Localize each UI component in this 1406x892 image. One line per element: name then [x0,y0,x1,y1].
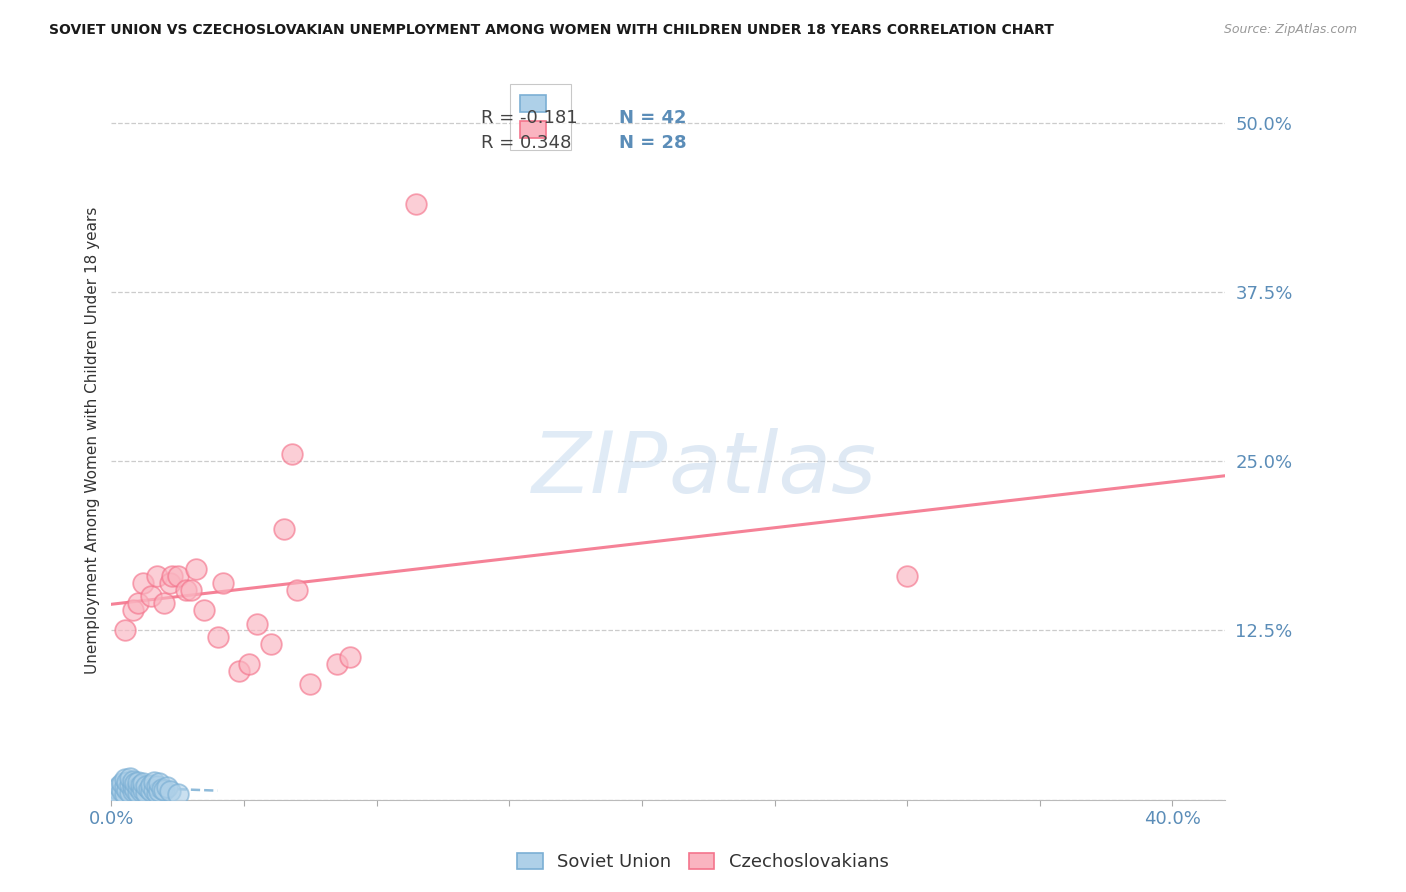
Point [228,664,250,678]
Point [141,778,163,792]
Point [114,772,136,787]
Point [141,590,163,604]
Point [148,776,170,790]
Point [114,787,136,801]
Point [159,784,181,798]
Point [193,603,215,617]
Point [117,775,139,789]
Point [186,562,208,576]
Point [145,786,167,800]
Point [153,596,176,610]
Point [114,780,136,795]
Point [326,657,349,672]
Point [162,569,184,583]
Point [132,783,155,797]
Point [114,624,136,638]
Point [180,582,202,597]
Text: ZIP: ZIP [533,428,668,511]
Point [127,780,149,795]
Text: N = 42: N = 42 [619,109,686,127]
Point [127,786,149,800]
Point [118,778,141,792]
Legend: , : , [509,84,571,150]
Point [207,630,229,644]
Point [135,779,157,793]
Point [117,783,139,797]
Point [129,784,152,798]
Point [166,787,188,801]
Text: R = 0.348: R = 0.348 [481,134,571,152]
Text: atlas: atlas [668,428,876,511]
Point [127,775,149,789]
Point [127,596,149,610]
Point [118,786,141,800]
Point [124,776,146,790]
Point [145,779,167,793]
Point [124,783,146,797]
Point [121,773,143,788]
Point [259,637,281,651]
Point [166,569,188,583]
Point [105,781,128,796]
Point [405,196,427,211]
Text: N = 28: N = 28 [619,134,686,152]
Point [108,789,131,803]
Point [299,677,322,691]
Point [150,781,173,796]
Point [142,775,165,789]
Point [132,776,155,790]
Point [142,783,165,797]
Point [132,575,155,590]
Point [121,779,143,793]
Point [238,657,260,672]
Point [111,776,134,790]
Text: Source: ZipAtlas.com: Source: ZipAtlas.com [1223,23,1357,37]
Text: R = -0.181: R = -0.181 [481,109,578,127]
Point [135,786,157,800]
Point [121,784,143,798]
Y-axis label: Unemployment Among Women with Children Under 18 years: Unemployment Among Women with Children U… [86,207,100,674]
Point [108,779,131,793]
Point [273,522,295,536]
Point [121,603,143,617]
Point [138,781,160,796]
Point [246,616,269,631]
Point [174,582,197,597]
Point [896,569,918,583]
Point [285,582,308,597]
Point [211,575,233,590]
Point [118,771,141,785]
Point [145,569,167,583]
Point [111,784,134,798]
Point [281,447,304,461]
Point [339,650,361,665]
Point [148,784,170,798]
Point [156,780,179,795]
Legend: Soviet Union, Czechoslovakians: Soviet Union, Czechoslovakians [510,846,896,879]
Point [141,784,163,798]
Point [103,786,125,800]
Point [129,778,152,792]
Text: SOVIET UNION VS CZECHOSLOVAKIAN UNEMPLOYMENT AMONG WOMEN WITH CHILDREN UNDER 18 : SOVIET UNION VS CZECHOSLOVAKIAN UNEMPLOY… [49,23,1054,37]
Point [159,575,181,590]
Point [153,783,176,797]
